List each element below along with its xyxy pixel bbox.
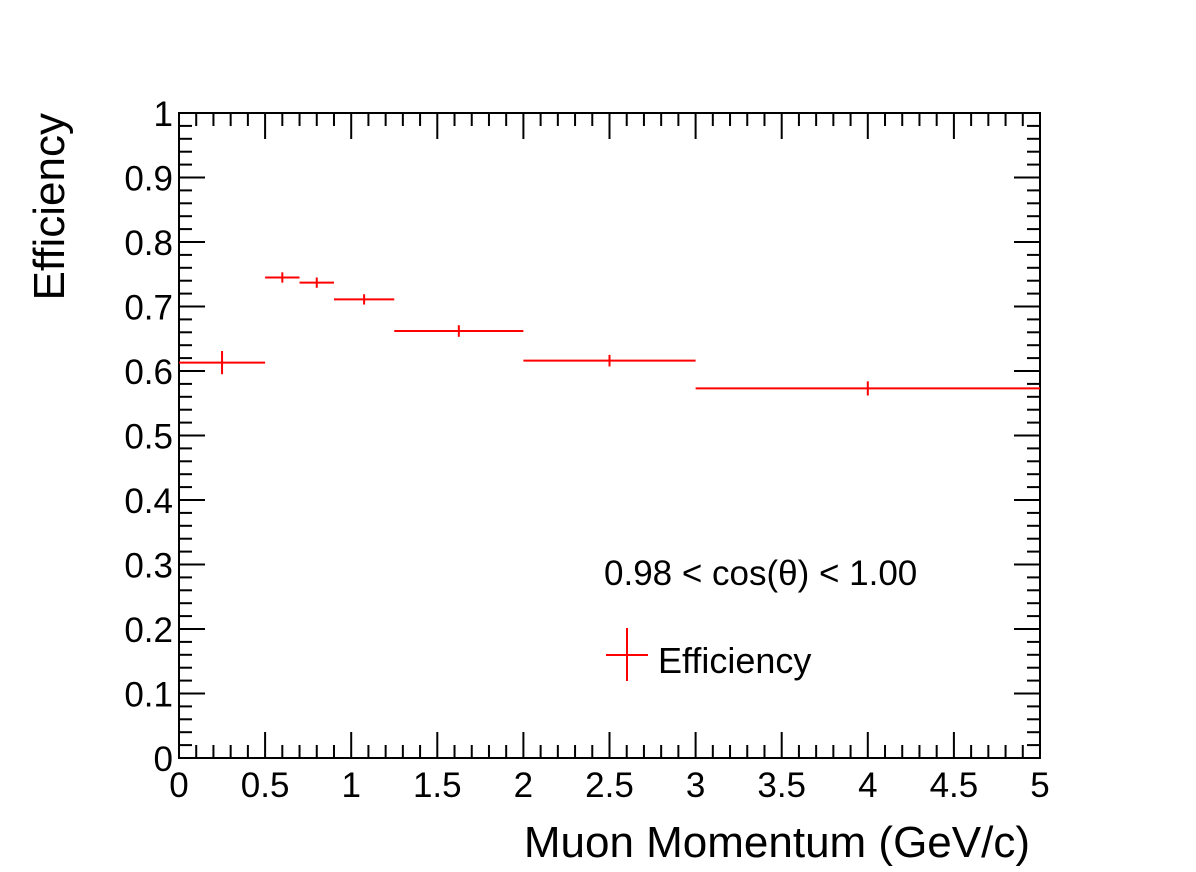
data-point xyxy=(179,351,266,375)
x-tick-label: 1.5 xyxy=(413,766,462,805)
y-tick-label: 0.4 xyxy=(124,482,173,521)
x-tick-label: 1 xyxy=(341,766,360,805)
x-tick-label: 2.5 xyxy=(585,766,634,805)
data-point xyxy=(394,325,524,337)
y-tick-label: 0.8 xyxy=(124,224,173,263)
x-axis-title: Muon Momentum (GeV/c) xyxy=(524,818,1030,867)
y-tick-label: 0.7 xyxy=(124,289,173,328)
x-tick-labels: 0 0.5 1 1.5 2 2.5 3 3.5 4 4.5 5 xyxy=(169,766,1049,805)
y-tick-label: 0.3 xyxy=(124,547,173,586)
data-point xyxy=(333,294,395,305)
cos-theta-annotation: 0.98 < cos(θ) < 1.00 xyxy=(604,554,917,593)
data-point xyxy=(523,354,696,367)
y-tick-label: 0.9 xyxy=(124,160,173,199)
x-tick-label: 4 xyxy=(858,766,877,805)
y-tick-label: 0.6 xyxy=(124,353,173,392)
data-point xyxy=(695,381,1040,396)
x-tick-label: 0.5 xyxy=(241,766,290,805)
y-tick-label: 0.5 xyxy=(124,418,173,457)
y-tick-label: 0 xyxy=(154,740,173,779)
data-point xyxy=(265,272,300,283)
y-tick-label: 0.1 xyxy=(124,676,173,715)
legend-label: Efficiency xyxy=(658,640,811,681)
x-tick-label: 3 xyxy=(686,766,705,805)
x-tick-label: 5 xyxy=(1030,766,1049,805)
axis-ticks xyxy=(178,112,1041,759)
plot-frame xyxy=(178,112,1041,759)
y-axis-title: Efficiency xyxy=(25,113,74,301)
x-tick-label: 4.5 xyxy=(930,766,979,805)
x-tick-label: 3.5 xyxy=(757,766,806,805)
x-tick-label: 0 xyxy=(169,766,188,805)
y-tick-label: 0.2 xyxy=(124,611,173,650)
data-series-efficiency xyxy=(179,272,1040,396)
legend: Efficiency xyxy=(606,628,811,681)
x-tick-label: 2 xyxy=(514,766,533,805)
y-tick-label: 1 xyxy=(154,95,173,134)
data-point xyxy=(299,277,334,288)
y-tick-labels: 0 0.1 0.2 0.3 0.4 0.5 0.6 0.7 0.8 0.9 1 xyxy=(124,95,173,779)
